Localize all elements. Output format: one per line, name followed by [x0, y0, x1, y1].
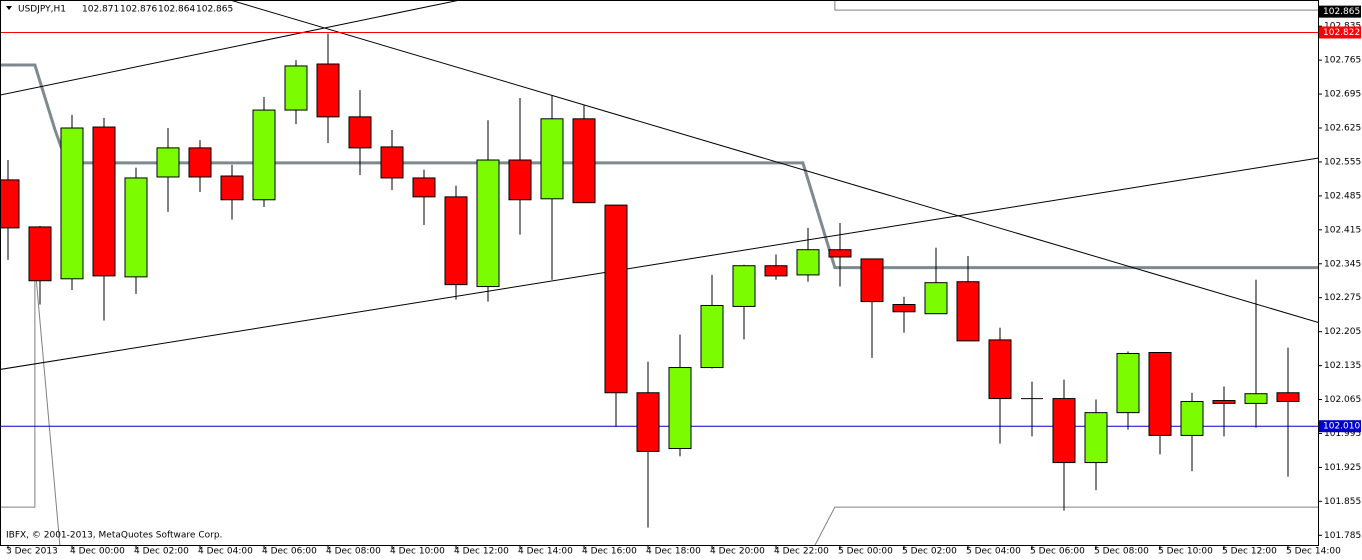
candle-body [60, 127, 84, 280]
footer: IBFX, © 2001-2013, MetaQuotes Software C… [6, 531, 222, 541]
x-tick-label: 4 Dec 06:00 [262, 547, 317, 557]
candle-body [444, 196, 468, 286]
candle-body [92, 126, 116, 277]
candle-body [1244, 393, 1268, 404]
candle-body [188, 147, 212, 178]
trend-line [231, 1, 1318, 323]
candle-body [764, 265, 788, 277]
x-tick-label: 5 Dec 10:00 [1158, 547, 1213, 557]
symbol: USDJPY,H1 [18, 5, 66, 15]
x-tick-label: 4 Dec 18:00 [646, 547, 701, 557]
candle-body [860, 258, 884, 303]
candle-body [1116, 352, 1140, 414]
x-tick-label: 5 Dec 14:00 [1286, 547, 1341, 557]
x-tick-label: 4 Dec 02:00 [134, 547, 189, 557]
candle-body [156, 147, 180, 178]
candle-body [604, 204, 628, 394]
x-tick-label: 4 Dec 22:00 [774, 547, 829, 557]
x-tick-label: 5 Dec 12:00 [1222, 547, 1277, 557]
candle-body [508, 159, 532, 201]
candle-body [124, 177, 148, 278]
y-tick-label: 101.785 [1324, 531, 1361, 541]
x-tick-label: 4 Dec 04:00 [198, 547, 253, 557]
y-tick-label: 102.625 [1324, 124, 1361, 134]
candle-body [924, 282, 948, 315]
last-price-box [1319, 5, 1361, 18]
header-value: 102.871 [82, 5, 119, 15]
x-tick-label: 4 Dec 12:00 [454, 547, 509, 557]
x-tick-label: 4 Dec 10:00 [390, 547, 445, 557]
x-tick-label: 5 Dec 04:00 [966, 547, 1021, 557]
candle-body [892, 304, 916, 313]
candle-body [796, 249, 820, 276]
plot-frame [0, 0, 1319, 546]
envelope-line [1, 263, 61, 545]
y-tick-label: 101.925 [1324, 463, 1361, 473]
candle-body [668, 367, 692, 450]
x-tick-label: 4 Dec 20:00 [710, 547, 765, 557]
candle-body [220, 175, 244, 201]
candle-body [1180, 400, 1204, 436]
candle-body [1, 179, 20, 229]
y-tick-label: 102.415 [1324, 225, 1361, 235]
candle-body [572, 118, 596, 204]
y-tick-label: 102.555 [1324, 157, 1361, 167]
candle-body [412, 177, 436, 198]
candle-body [476, 159, 500, 288]
candle-body [1276, 392, 1300, 402]
y-tick-label: 102.135 [1324, 361, 1361, 371]
candle-body [700, 304, 724, 369]
level-label: 102.010 [1323, 422, 1360, 432]
y-tick-label: 102.485 [1324, 191, 1361, 201]
candle-body [1212, 400, 1236, 404]
x-tick-label: 4 Dec 00:00 [70, 547, 125, 557]
candle-body [988, 339, 1012, 400]
x-tick-label: 4 Dec 08:00 [326, 547, 381, 557]
envelope-line [814, 506, 1318, 545]
x-tick-label: 3 Dec 2013 [6, 547, 58, 557]
candle-body [540, 118, 564, 200]
candle-body [956, 281, 980, 342]
axes: 102.835102.765102.695102.625102.555102.4… [6, 5, 1361, 557]
y-tick-label: 102.695 [1324, 90, 1361, 100]
level-label-box [1319, 26, 1361, 39]
candle-body [1148, 352, 1172, 436]
trend-line [1, 157, 1318, 370]
x-tick-label: 5 Dec 08:00 [1094, 547, 1149, 557]
menu-triangle[interactable] [6, 6, 12, 10]
x-tick-label: 5 Dec 06:00 [1030, 547, 1085, 557]
candle-body [828, 249, 852, 258]
x-tick-label: 4 Dec 16:00 [582, 547, 637, 557]
candle-body [252, 109, 276, 201]
y-tick-label: 101.995 [1324, 429, 1361, 439]
envelope-line [834, 1, 1318, 11]
candle-body [316, 63, 340, 118]
y-tick-label: 101.855 [1324, 497, 1361, 507]
candle-body [1052, 398, 1076, 464]
candle-body [28, 226, 52, 282]
last-price-label: 102.865 [1323, 7, 1360, 17]
candle-body [732, 265, 756, 307]
y-tick-label: 102.275 [1324, 293, 1361, 303]
candle-body [1084, 412, 1108, 464]
level-label-box [1319, 420, 1361, 433]
x-tick-label: 5 Dec 00:00 [838, 547, 893, 557]
x-tick-label: 5 Dec 02:00 [902, 547, 957, 557]
y-tick-label: 102.345 [1324, 259, 1361, 269]
y-tick-label: 102.065 [1324, 395, 1361, 405]
header-value: 102.864 [158, 5, 195, 15]
candle-body [636, 392, 660, 452]
header-value: 102.876 [120, 5, 157, 15]
candle-body [348, 116, 372, 149]
trend-line [1, 1, 458, 96]
x-tick-label: 4 Dec 14:00 [518, 547, 573, 557]
y-tick-label: 102.205 [1324, 327, 1361, 337]
y-tick-label: 102.765 [1324, 56, 1361, 66]
candle-body [380, 146, 404, 179]
level-label: 102.822 [1323, 28, 1360, 38]
header-value: 102.865 [196, 5, 233, 15]
candle-body [284, 65, 308, 111]
plot-area [1, 1, 1318, 545]
